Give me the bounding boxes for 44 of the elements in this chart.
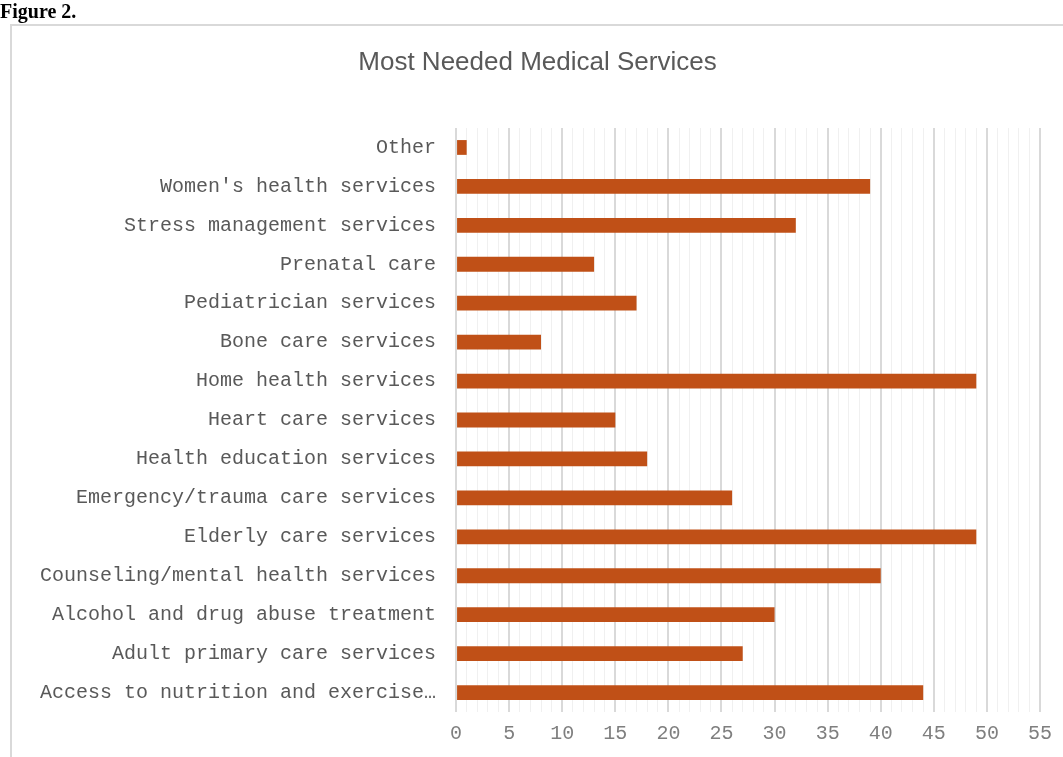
caption: Figure 2. — [0, 0, 77, 23]
x-tick-label: 10 — [550, 722, 575, 746]
y-tick-label: Prenatal care — [280, 252, 437, 276]
bar — [457, 256, 595, 272]
y-tick-label: Heart care services — [208, 408, 437, 432]
bar — [457, 373, 977, 389]
x-tick-label: 5 — [503, 722, 516, 746]
bar — [457, 179, 871, 194]
bar — [457, 568, 881, 584]
y-tick-label: Other — [376, 135, 437, 159]
bar — [457, 334, 541, 350]
y-tick-label: Health education services — [136, 447, 437, 471]
bar — [457, 295, 637, 311]
bar — [457, 490, 733, 506]
bar — [457, 217, 796, 233]
x-tick-label: 20 — [656, 722, 681, 746]
x-tick-label: 15 — [603, 722, 628, 746]
y-tick-label: Alcohol and drug abuse treatment — [52, 602, 437, 626]
y-tick-label: Elderly care services — [184, 525, 437, 549]
bar — [457, 451, 648, 467]
y-tick-label: Stress management services — [124, 213, 437, 237]
y-tick-label: Emergency/trauma care services — [76, 486, 437, 510]
x-tick-label: 55 — [1027, 722, 1053, 746]
bar — [457, 529, 977, 545]
bar — [457, 685, 924, 700]
x-tick-label: 25 — [709, 722, 734, 746]
y-tick-label: Bone care services — [220, 330, 437, 354]
x-tick-label: 45 — [921, 722, 946, 746]
bar — [457, 607, 775, 623]
y-tick-label: Adult primary care services — [112, 641, 437, 665]
x-tick-label: 0 — [450, 722, 463, 746]
chart-title: Most Needed Medical Services — [357, 46, 718, 77]
y-tick-label: Access to nutrition and exercise… — [39, 680, 437, 704]
x-tick-label: 35 — [815, 722, 840, 746]
bar — [457, 646, 743, 661]
bar — [457, 412, 616, 428]
y-tick-label: Women's health services — [160, 174, 437, 198]
y-tick-label: Home health services — [196, 369, 437, 393]
x-tick-label: 50 — [974, 722, 999, 746]
x-tick-label: 40 — [868, 722, 893, 746]
y-tick-label: Counseling/mental health services — [39, 564, 437, 588]
bar — [457, 140, 467, 155]
x-tick-label: 30 — [762, 722, 787, 746]
y-tick-label: Pediatrician services — [184, 291, 437, 315]
